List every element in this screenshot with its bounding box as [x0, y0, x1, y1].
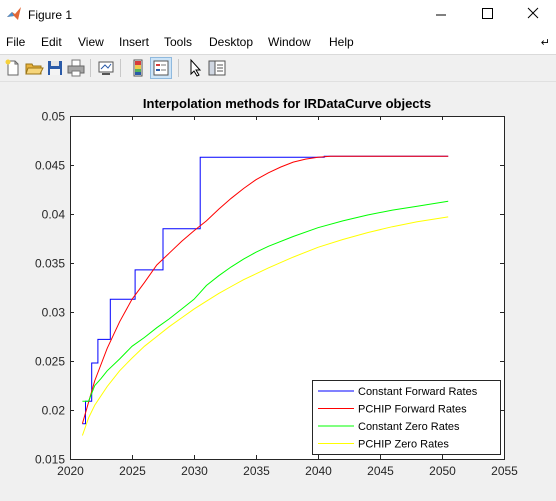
window-title-bar[interactable]: Figure 1 — [0, 0, 556, 30]
maximize-button[interactable] — [464, 0, 510, 30]
x-tick-label: 2020 — [57, 464, 84, 478]
x-tick-label: 2035 — [243, 464, 270, 478]
y-tick-label: 0.015 — [35, 453, 65, 467]
property-inspector-button[interactable] — [207, 58, 227, 78]
x-tick-label: 2045 — [367, 464, 394, 478]
matlab-logo-icon — [7, 7, 21, 20]
edit-plot-button[interactable] — [185, 58, 205, 78]
menu-view[interactable]: View — [78, 35, 104, 49]
new-figure-icon — [5, 59, 19, 76]
window-title: Figure 1 — [28, 8, 73, 22]
x-tick-label: 2040 — [305, 464, 332, 478]
menu-bar: File Edit View Insert Tools Desktop Wind… — [0, 30, 556, 54]
legend-entry: Constant Zero Rates — [358, 421, 460, 433]
menu-window[interactable]: Window — [268, 35, 311, 49]
legend-entry: PCHIP Forward Rates — [358, 404, 467, 416]
close-button[interactable] — [510, 0, 556, 30]
save-button[interactable] — [45, 58, 65, 78]
y-tick-label: 0.045 — [35, 159, 65, 173]
open-file-icon — [25, 63, 44, 75]
axes-box — [70, 116, 505, 460]
series-line-1 — [82, 155, 449, 425]
x-tick-label: 2050 — [429, 464, 456, 478]
y-tick-label: 0.04 — [42, 208, 66, 222]
link-plot-icon — [98, 61, 114, 75]
x-tick-label: 2055 — [491, 464, 518, 478]
new-figure-button[interactable] — [3, 58, 23, 78]
figure-toolbar — [0, 54, 556, 82]
x-tick-label: 2025 — [119, 464, 146, 478]
legend-entry: PCHIP Zero Rates — [358, 439, 449, 451]
legend-box — [312, 380, 501, 455]
figure-canvas: 2020 2025 2030 2035 2040 2045 2050 2055 0.015 0.0… — [35, 96, 518, 478]
maximize-icon — [482, 8, 493, 19]
minimize-icon — [436, 14, 446, 16]
menu-tools[interactable]: Tools — [164, 35, 193, 49]
y-tick-label: 0.02 — [42, 404, 66, 418]
y-tick-label: 0.035 — [35, 257, 65, 271]
print-icon — [67, 59, 85, 77]
open-file-button[interactable] — [24, 58, 44, 78]
x-tick-label: 2030 — [181, 464, 208, 478]
axes[interactable]: 2020 2025 2030 2035 2040 2045 2050 2055 0.015 0.0… — [35, 96, 518, 478]
series-line-3 — [82, 200, 449, 402]
axis-ticks: 2020 2025 2030 2035 2040 2045 2050 2055 0.015 0.0… — [35, 110, 518, 479]
y-tick-label: 0.025 — [35, 355, 65, 369]
insert-colorbar-icon — [133, 59, 143, 77]
close-icon — [527, 7, 539, 19]
legend-entry: Constant Forward Rates — [358, 386, 478, 398]
menu-desktop[interactable]: Desktop — [209, 35, 254, 49]
edit-plot-arrow-icon — [190, 58, 202, 77]
series-line-4 — [81, 216, 449, 436]
print-button[interactable] — [66, 58, 86, 78]
y-tick-label: 0.05 — [42, 110, 66, 124]
legend[interactable]: Constant Forward Rates PCHIP Forward Rate… — [312, 380, 501, 455]
save-icon — [48, 61, 62, 75]
insert-legend-icon — [153, 60, 169, 76]
minimize-button[interactable] — [418, 0, 464, 30]
insert-colorbar-button[interactable] — [128, 58, 148, 78]
toolbar-separator — [120, 59, 121, 77]
series-line-2 — [81, 155, 449, 424]
dock-arrow-icon[interactable]: ↵ — [540, 37, 550, 49]
toolbar-separator — [178, 59, 179, 77]
series-layer — [81, 155, 449, 436]
link-plot-button[interactable] — [96, 58, 116, 78]
toolbar-separator — [90, 59, 91, 77]
menu-edit[interactable]: Edit — [41, 35, 62, 49]
menu-file[interactable]: File — [6, 35, 26, 49]
property-inspector-icon — [208, 60, 226, 76]
menu-insert[interactable]: Insert — [119, 35, 150, 49]
insert-legend-button[interactable] — [150, 57, 172, 79]
menu-help[interactable]: Help — [329, 35, 354, 49]
y-tick-label: 0.03 — [42, 306, 66, 320]
chart-title: Interpolation methods for IRDataCurve ob… — [143, 96, 431, 111]
